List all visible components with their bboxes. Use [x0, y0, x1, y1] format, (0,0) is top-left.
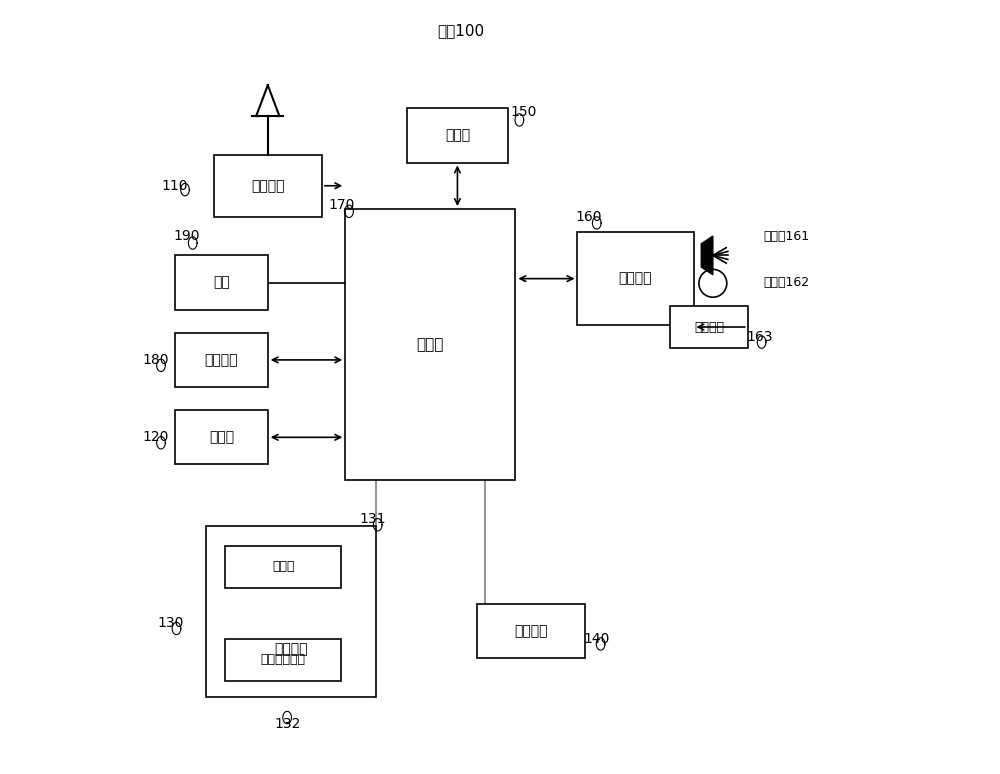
Text: 耳机插孔: 耳机插孔: [694, 320, 724, 334]
Text: 扬声器161: 扬声器161: [763, 230, 809, 242]
FancyBboxPatch shape: [477, 604, 585, 658]
FancyBboxPatch shape: [175, 410, 268, 464]
Text: 触摸屏: 触摸屏: [272, 560, 295, 574]
Text: 其他输入设备: 其他输入设备: [261, 653, 306, 666]
Text: 输入单元: 输入单元: [274, 642, 308, 656]
Text: 120: 120: [142, 430, 169, 444]
Text: 摄像头: 摄像头: [445, 128, 470, 142]
Text: 电源: 电源: [213, 276, 230, 289]
Text: 处理器: 处理器: [417, 337, 444, 352]
Text: 射频单元: 射频单元: [251, 179, 285, 193]
Text: 外部接口: 外部接口: [205, 353, 238, 367]
Text: 132: 132: [274, 717, 300, 731]
FancyBboxPatch shape: [206, 526, 376, 697]
Text: 110: 110: [162, 179, 188, 193]
Text: 140: 140: [584, 632, 610, 646]
Text: 163: 163: [746, 330, 773, 344]
Text: 190: 190: [173, 229, 200, 243]
Text: 麦克风162: 麦克风162: [763, 276, 809, 289]
FancyBboxPatch shape: [670, 306, 748, 348]
FancyBboxPatch shape: [225, 546, 341, 588]
Text: 显示单元: 显示单元: [514, 624, 548, 638]
Polygon shape: [701, 236, 713, 275]
Text: 180: 180: [142, 353, 169, 367]
FancyBboxPatch shape: [225, 639, 341, 681]
FancyBboxPatch shape: [345, 209, 515, 480]
Text: 131: 131: [359, 512, 386, 526]
Text: 170: 170: [328, 198, 355, 212]
FancyBboxPatch shape: [175, 255, 268, 310]
FancyBboxPatch shape: [407, 108, 508, 163]
FancyBboxPatch shape: [214, 155, 322, 217]
FancyBboxPatch shape: [175, 333, 268, 387]
FancyBboxPatch shape: [577, 232, 694, 325]
Text: 130: 130: [158, 616, 184, 630]
Text: 存储器: 存储器: [209, 430, 234, 444]
Text: 160: 160: [576, 210, 602, 224]
Text: 终端100: 终端100: [438, 23, 485, 39]
Text: 150: 150: [510, 105, 536, 119]
Text: 音频电路: 音频电路: [619, 272, 652, 286]
